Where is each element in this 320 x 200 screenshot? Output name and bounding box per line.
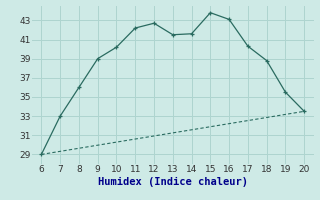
X-axis label: Humidex (Indice chaleur): Humidex (Indice chaleur) xyxy=(98,177,248,187)
